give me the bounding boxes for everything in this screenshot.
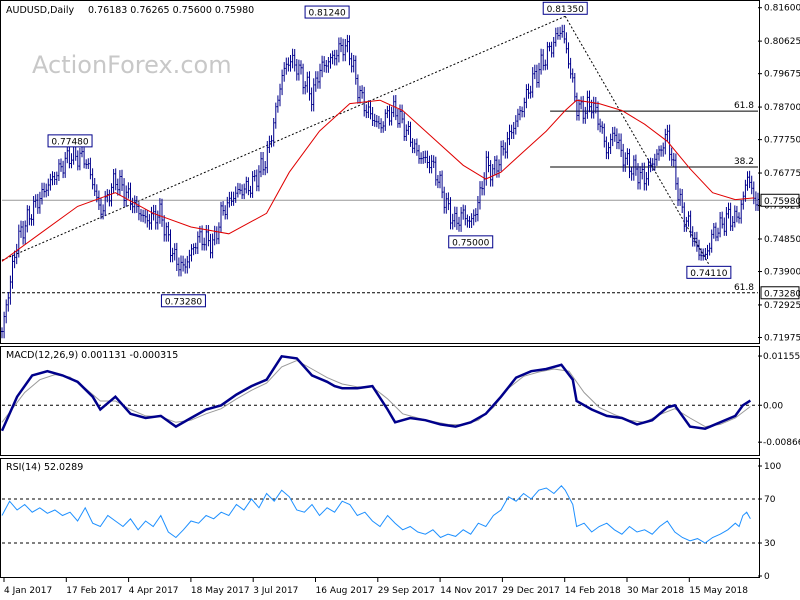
- support-price-tag: 0.73280: [764, 289, 800, 299]
- price-annotation-2: 0.81240: [308, 9, 345, 19]
- price-y-tick-label: 0.73900: [764, 268, 800, 278]
- fib-level-label-1: 38.2: [734, 157, 754, 167]
- fib-level-label-2: 61.8: [734, 283, 754, 293]
- rsi-label: RSI(14) 52.0289: [6, 462, 83, 473]
- price-panel-frame: [0, 0, 760, 344]
- rsi-panel-frame: [0, 458, 760, 578]
- price-annotation-4: 0.81350: [547, 5, 584, 15]
- x-tick-label: 30 Mar 2018: [627, 586, 684, 596]
- trend-line-1: [564, 16, 710, 265]
- ohlc-readout: 0.76183 0.76265 0.75600 0.75980: [88, 5, 254, 16]
- price-y-tick-label: 0.76775: [764, 169, 800, 179]
- price-layer: 61.8 38.2 61.8 0.77480 0.73280 0.81240 0.75000…: [1, 1, 759, 339]
- price-annotation-0: 0.77480: [51, 137, 88, 147]
- rsi-layer: [1, 485, 758, 544]
- price-y-tick-label: 0.77750: [764, 136, 800, 146]
- rsi-y-tick-label: 0: [764, 572, 770, 582]
- price-annotation-box-2: [304, 5, 350, 19]
- macd-panel-frame: [0, 346, 760, 456]
- x-tick-label: 3 Jul 2017: [253, 586, 298, 596]
- x-tick-label: 16 Aug 2017: [316, 586, 374, 596]
- x-tick-label: 14 Feb 2018: [565, 586, 621, 596]
- x-tick-label: 17 Feb 2017: [66, 586, 122, 596]
- macd-line: [0, 354, 752, 432]
- rsi-line: [1, 485, 751, 544]
- price-annotation-box-1: [160, 294, 206, 308]
- x-tick-label: 4 Jan 2017: [4, 586, 52, 596]
- price-annotation-box-3: [448, 235, 494, 249]
- x-tick-label: 4 Apr 2017: [129, 586, 179, 596]
- price-annotation-box-4: [542, 1, 588, 15]
- macd-y-tick-label: 0.00: [763, 401, 783, 411]
- x-tick-label: 14 Nov 2017: [440, 586, 498, 596]
- price-annotation-5: 0.74110: [690, 269, 727, 279]
- rsi-y-tick-label: 100: [764, 462, 781, 472]
- price-y-tick-label: 0.79675: [764, 70, 800, 80]
- macd-layer: [0, 354, 758, 432]
- macd-y-tick-label: -0.008664: [763, 438, 800, 448]
- x-tick-label: 29 Dec 2017: [502, 586, 560, 596]
- price-y-tick-label: 0.71975: [764, 333, 800, 343]
- price-annotation-3: 0.75000: [452, 238, 489, 248]
- moving-average-line: [1, 99, 755, 262]
- price-annotation-box-5: [686, 265, 732, 279]
- axis-layer: 0.81600 0.80625 0.79675 0.78700 0.77750 0.767…: [3, 4, 800, 596]
- current-price-tag-box: [760, 193, 800, 207]
- price-annotation-1: 0.73280: [165, 297, 202, 307]
- x-tick-label: 18 May 2017: [191, 586, 250, 596]
- x-tick-label: 29 Sep 2017: [378, 586, 435, 596]
- support-price-tag-box: [760, 286, 800, 300]
- current-price-tag: 0.75980: [764, 197, 800, 207]
- price-y-tick-label: 0.81600: [764, 4, 800, 14]
- rsi-y-tick-label: 70: [764, 495, 776, 505]
- fib-level-label-0: 61.8: [734, 101, 754, 111]
- price-y-tick-label: 0.72925: [764, 301, 800, 311]
- watermark: ActionForex.com: [32, 51, 232, 79]
- price-annotation-box-0: [47, 134, 93, 148]
- rsi-y-tick-label: 30: [764, 539, 776, 549]
- price-y-tick-label: 0.74850: [764, 235, 800, 245]
- symbol-label: AUDUSD,Daily: [6, 5, 75, 16]
- price-y-tick-label: 0.78700: [764, 103, 800, 113]
- macd-label: MACD(12,26,9) 0.001131 -0.000315: [6, 350, 178, 361]
- price-y-tick-label: 0.80625: [764, 37, 800, 47]
- x-tick-label: 15 May 2018: [689, 586, 748, 596]
- macd-y-tick-label: 0.011554: [763, 352, 800, 362]
